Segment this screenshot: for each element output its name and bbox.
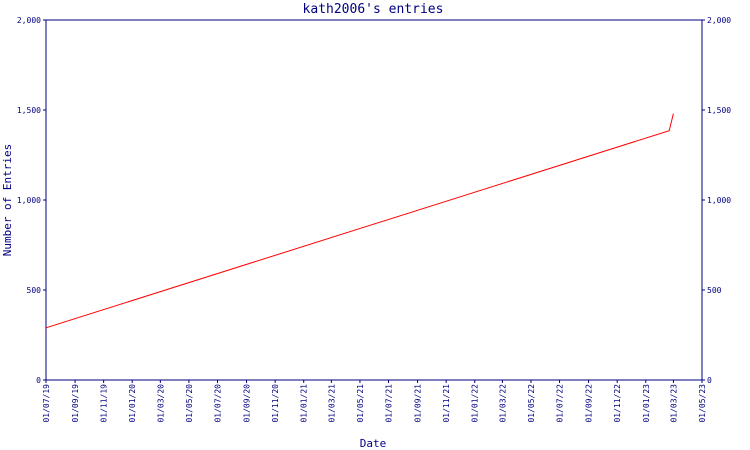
x-tick-label: 01/09/22 bbox=[585, 384, 594, 423]
y-tick-label: 500 bbox=[27, 286, 42, 295]
x-tick-label: 01/01/23 bbox=[642, 384, 651, 423]
x-tick-label: 01/05/22 bbox=[527, 384, 536, 423]
x-tick-label: 01/09/19 bbox=[71, 384, 80, 423]
x-tick-label: 01/03/23 bbox=[669, 384, 678, 423]
x-tick-label: 01/05/20 bbox=[185, 384, 194, 423]
x-tick-label: 01/01/20 bbox=[128, 384, 137, 423]
chart-title: kath2006's entries bbox=[303, 2, 444, 17]
x-tick-label: 01/07/22 bbox=[556, 384, 565, 423]
x-tick-label: 01/07/21 bbox=[385, 384, 394, 423]
series-line bbox=[45, 113, 674, 329]
x-tick-label: 01/03/20 bbox=[156, 384, 165, 423]
x-tick-label: 01/11/22 bbox=[613, 384, 622, 423]
y-tick-label-right: 0 bbox=[707, 376, 712, 385]
y-axis-label: Number of Entries bbox=[1, 144, 14, 257]
plot-area bbox=[45, 19, 703, 381]
x-tick-label: 01/05/23 bbox=[698, 384, 707, 423]
x-tick-label: 01/09/20 bbox=[243, 384, 252, 423]
x-tick-label: 01/05/21 bbox=[356, 384, 365, 423]
y-tick-label: 1,500 bbox=[17, 106, 41, 115]
x-tick-label: 01/03/21 bbox=[327, 384, 336, 423]
x-axis-label: Date bbox=[360, 437, 387, 450]
x-tick-label: 01/11/21 bbox=[442, 384, 451, 423]
y-tick-label-right: 1,000 bbox=[707, 196, 731, 205]
y-tick-label: 1,000 bbox=[17, 196, 41, 205]
y-tick-label-right: 1,500 bbox=[707, 106, 731, 115]
x-tick-label: 01/11/20 bbox=[271, 384, 280, 423]
y-tick-label-right: 500 bbox=[707, 286, 722, 295]
x-tick-label: 01/07/20 bbox=[213, 384, 222, 423]
ticks-layer: 0 0 500 500 1,000 1,000 1,500 1,500 2,000 2,000 01… bbox=[17, 16, 731, 423]
y-tick-label: 2,000 bbox=[17, 16, 41, 25]
y-tick-label-right: 2,000 bbox=[707, 16, 731, 25]
x-tick-label: 01/03/22 bbox=[498, 384, 507, 423]
x-tick-label: 01/01/22 bbox=[471, 384, 480, 423]
series-layer bbox=[45, 113, 674, 329]
x-tick-label: 01/01/21 bbox=[300, 384, 309, 423]
x-tick-label: 01/07/19 bbox=[42, 384, 51, 423]
x-tick-label: 01/09/21 bbox=[414, 384, 423, 423]
x-tick-label: 01/11/19 bbox=[100, 384, 109, 423]
y-tick-label: 0 bbox=[36, 376, 41, 385]
